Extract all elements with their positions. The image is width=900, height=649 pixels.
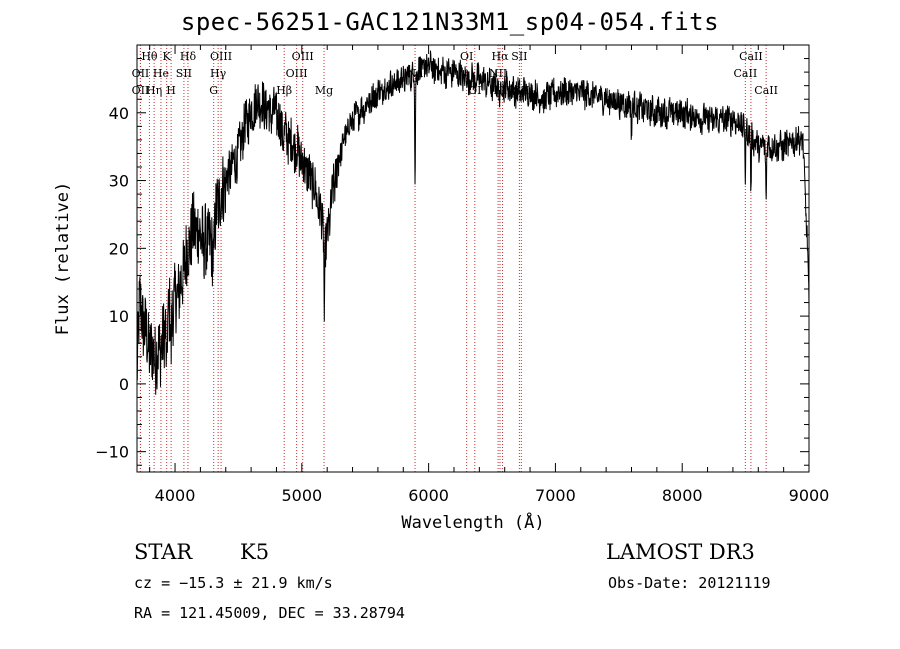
y-axis-label: Flux (relative) [53, 182, 73, 336]
x-tick-label: 9000 [789, 486, 830, 505]
axis-ticks [137, 45, 810, 472]
x-tick-label: 8000 [662, 486, 703, 505]
axis-tick-labels: 4000 5000 6000 7000 8000 9000 −10 0 10 20 30 40 [95, 104, 829, 505]
y-tick-label: 10 [109, 307, 129, 326]
line-label-hα: Hα [491, 50, 509, 63]
line-label-caii: CaII [734, 67, 758, 80]
line-label-sii: SII [176, 67, 192, 80]
spectral-subclass: K5 [240, 540, 270, 564]
line-label-oiii: OIII [210, 50, 232, 63]
line-label-sii: SII [513, 84, 529, 97]
object-class: STAR [134, 540, 193, 564]
observation-date: Obs-Date: 20121119 [608, 574, 771, 592]
survey-name: LAMOST DR3 [606, 540, 755, 564]
line-label-oii: OII [132, 84, 150, 97]
chart-title: spec-56251-GAC121N33M1_sp04-054.fits [180, 8, 720, 36]
line-label-oiii: OIII [292, 50, 314, 63]
line-label-oi: OI [468, 84, 481, 97]
x-axis-label: Wavelength (Å) [401, 511, 544, 533]
line-label-hθ: Hθ [141, 50, 158, 63]
line-label-h: H [166, 84, 176, 97]
x-tick-label: 6000 [408, 486, 449, 505]
line-label-hγ: Hγ [210, 67, 227, 80]
x-tick-label: 4000 [155, 486, 196, 505]
line-label-nii: NII [489, 67, 507, 80]
coordinates-text: RA = 121.45009, DEC = 33.28794 [134, 604, 405, 622]
line-label-nii: NII [493, 84, 511, 97]
y-tick-label: 40 [109, 104, 129, 123]
y-tick-label: 20 [109, 239, 129, 258]
plot-frame [136, 44, 810, 473]
line-label-oii: OII [132, 67, 150, 80]
line-label-oiii: OIII [286, 67, 308, 80]
line-label-hδ: Hδ [180, 50, 197, 63]
y-tick-label: 30 [109, 172, 129, 191]
line-label-hη: Hη [146, 84, 162, 97]
line-label-caii: CaII [754, 84, 778, 97]
line-label-caii: CaII [739, 50, 763, 63]
spectrum-line [136, 50, 810, 395]
spectrum-series [136, 50, 810, 395]
line-label-k: K [163, 50, 172, 63]
line-label-oi: OI [460, 50, 473, 63]
redshift-text: cz = −15.3 ± 21.9 km/s [134, 574, 333, 592]
x-tick-label: 5000 [281, 486, 322, 505]
y-tick-label: 0 [119, 375, 129, 394]
line-label-sii: SII [511, 50, 527, 63]
line-label-na: Na [407, 67, 424, 80]
x-tick-label: 7000 [535, 486, 576, 505]
line-label-hβ: Hβ [276, 84, 292, 97]
line-label-g: G [209, 84, 218, 97]
line-label-mg: Mg [315, 84, 333, 97]
line-label-he: He [153, 67, 169, 80]
y-tick-label: −10 [95, 443, 129, 462]
